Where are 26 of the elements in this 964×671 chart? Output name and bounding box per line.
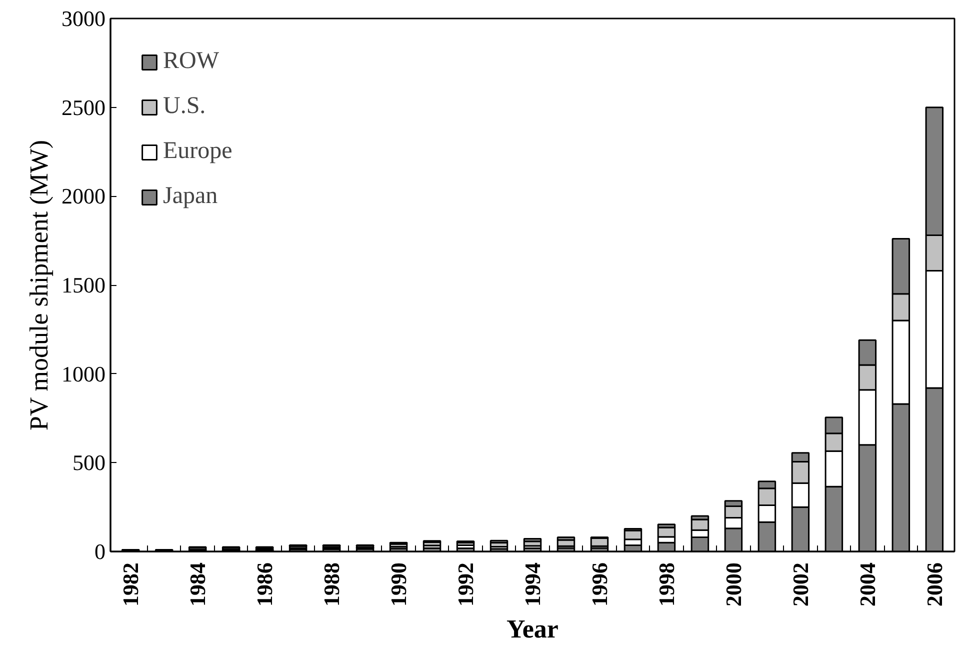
y-axis-title: PV module shipment (MW): [24, 140, 54, 431]
x-tick-label: 1996: [586, 562, 612, 606]
x-tick-label: 1986: [252, 562, 278, 606]
x-tick-label: 1988: [319, 562, 344, 606]
x-tick-label: 1984: [185, 562, 210, 606]
y-tick-label: 1000: [62, 361, 106, 386]
x-tick-label: 1998: [654, 562, 679, 606]
x-tick-label: 1994: [520, 562, 545, 606]
y-tick-label: 0: [94, 539, 106, 564]
x-tick-label: 1990: [386, 562, 412, 606]
x-tick-label: 1982: [118, 562, 144, 606]
x-tick-label: 1992: [453, 562, 478, 606]
legend-label: Japan: [163, 183, 218, 210]
legend-label: U.S.: [163, 93, 206, 120]
x-axis-title: Year: [506, 614, 558, 644]
x-tick-label: 2002: [788, 562, 813, 606]
legend-label: ROW: [163, 48, 219, 75]
y-tick-label: 2000: [62, 184, 106, 209]
legend-label: Europe: [163, 138, 232, 165]
y-tick-label: 1500: [62, 272, 106, 298]
y-tick-label: 500: [72, 450, 106, 476]
x-tick-label: 2000: [720, 562, 746, 606]
y-tick-label: 3000: [62, 6, 106, 31]
x-tick-label: 2006: [922, 562, 947, 606]
x-tick-label: 2004: [854, 562, 880, 606]
y-tick-label: 2500: [62, 94, 106, 120]
